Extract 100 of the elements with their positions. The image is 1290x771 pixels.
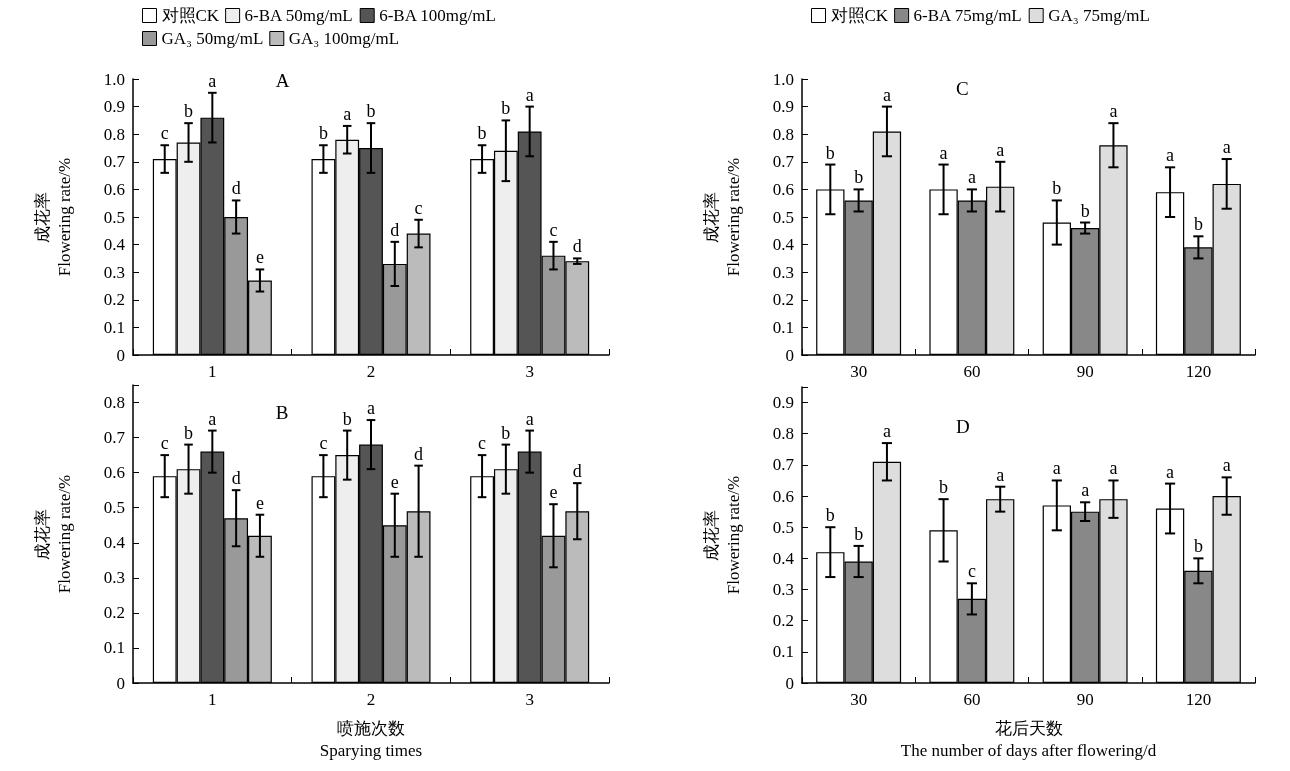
y-axis-title: 成花率 Flowering rate/% — [701, 475, 743, 595]
y-axis-title: 成花率 Flowering rate/% — [32, 474, 74, 594]
y-tick-label: 0.6 — [772, 486, 794, 506]
data-label: a — [996, 464, 1005, 485]
data-label: a — [882, 421, 891, 442]
legend-label: 6-BA 75mg/mL — [913, 6, 1022, 25]
legend-label: 对照CK — [161, 6, 220, 25]
data-label: b — [366, 101, 376, 122]
y-tick-label: 0.7 — [772, 152, 795, 172]
data-label: b — [318, 123, 328, 144]
data-label: b — [825, 142, 835, 163]
data-label: b — [854, 523, 864, 544]
data-label: a — [1166, 145, 1175, 166]
data-label: d — [231, 178, 241, 199]
data-label: a — [343, 103, 352, 124]
y-tick-label: 0.4 — [103, 533, 126, 553]
y-tick-label: 0 — [116, 673, 125, 693]
data-label: b — [342, 408, 352, 429]
data-label: c — [478, 433, 487, 454]
data-label: a — [208, 408, 217, 429]
data-label: b — [501, 98, 511, 119]
data-label: a — [1109, 458, 1118, 479]
data-label: a — [1222, 137, 1231, 158]
data-label: e — [255, 247, 264, 268]
y-tick-label: 0.2 — [772, 611, 794, 631]
y-axis-title: 成花率 Flowering rate/% — [32, 157, 74, 277]
data-label: d — [390, 219, 400, 240]
data-label: b — [184, 422, 194, 443]
data-label: c — [160, 433, 169, 454]
data-label: c — [319, 433, 328, 454]
x-tick-label: 30 — [850, 690, 868, 709]
data-label: b — [1052, 178, 1062, 199]
x-axis-title: 花后天数 The number of days after flowering/d — [900, 718, 1157, 760]
x-axis-title: 喷施次数 Sparying times — [319, 718, 423, 760]
data-label: a — [882, 84, 891, 105]
legend-label: 对照CK — [830, 6, 889, 25]
data-label: a — [967, 167, 976, 188]
data-label: d — [572, 236, 582, 257]
y-tick-label: 0.3 — [772, 580, 794, 600]
y-tick-label: 0.5 — [103, 498, 125, 518]
x-tick-label: 2 — [366, 362, 376, 381]
y-tick-label: 0 — [116, 345, 125, 365]
y-tick-label: 0.2 — [103, 603, 125, 623]
y-tick-label: 0.2 — [103, 290, 125, 310]
y-tick-label: 0.1 — [772, 642, 794, 662]
y-tick-label: 0.6 — [103, 179, 125, 199]
y-tick-label: 0.3 — [772, 262, 794, 282]
y-tick-label: 0.9 — [772, 393, 794, 413]
data-label: b — [1080, 200, 1090, 221]
data-label: a — [1081, 480, 1090, 501]
y-tick-label: 0.3 — [103, 568, 125, 588]
legend-label: 6-BA 100mg/mL — [379, 6, 496, 25]
legend-label: GA₃ 50mg/mL — [161, 29, 264, 48]
x-tick-label: 90 — [1076, 690, 1094, 709]
data-label: b — [1193, 214, 1203, 235]
y-tick-label: 0.7 — [103, 428, 126, 448]
y-tick-label: 0.8 — [103, 393, 125, 413]
annotation: D — [956, 415, 970, 437]
x-tick-label: 30 — [850, 362, 868, 381]
y-tick-label: 0.2 — [772, 290, 794, 310]
y-tick-label: 0 — [785, 345, 794, 365]
data-label: a — [1166, 461, 1175, 482]
y-axis-title: 成花率 Flowering rate/% — [701, 157, 743, 277]
x-tick-label: 90 — [1076, 362, 1094, 381]
data-label: b — [825, 505, 835, 526]
y-tick-label: 0.1 — [103, 638, 125, 658]
data-label: b — [854, 167, 864, 188]
y-tick-label: 0.5 — [103, 207, 125, 227]
y-tick-label: 0.7 — [772, 455, 795, 475]
legend-label: GA₃ 75mg/mL — [1048, 6, 1150, 25]
x-tick-label: 120 — [1185, 362, 1212, 381]
x-tick-label: 60 — [963, 362, 981, 381]
data-label: a — [1109, 101, 1118, 122]
y-tick-label: 0.8 — [772, 424, 794, 444]
legend-label: 6-BA 50mg/mL — [244, 6, 353, 25]
y-tick-label: 0.7 — [103, 152, 126, 172]
data-label: e — [390, 471, 399, 492]
data-label: a — [208, 70, 217, 91]
y-tick-label: 0.1 — [103, 317, 125, 337]
x-tick-label: 3 — [525, 362, 534, 381]
data-label: b — [184, 101, 194, 122]
data-label: c — [414, 197, 423, 218]
data-label: b — [501, 422, 511, 443]
data-label: e — [255, 492, 264, 513]
y-tick-label: 0.5 — [772, 207, 794, 227]
x-tick-label: 60 — [963, 690, 981, 709]
data-label: c — [549, 219, 558, 240]
data-label: d — [572, 461, 582, 482]
data-label: a — [939, 142, 948, 163]
y-tick-label: 0.6 — [772, 179, 794, 199]
data-label: c — [160, 123, 169, 144]
data-label: e — [549, 482, 558, 503]
data-label: a — [525, 84, 534, 105]
data-label: d — [231, 468, 241, 489]
data-label: c — [967, 561, 976, 582]
y-tick-label: 0.3 — [103, 262, 125, 282]
data-label: a — [996, 139, 1005, 160]
x-tick-label: 2 — [366, 690, 376, 709]
x-tick-label: 3 — [525, 690, 534, 709]
x-tick-label: 1 — [208, 362, 217, 381]
